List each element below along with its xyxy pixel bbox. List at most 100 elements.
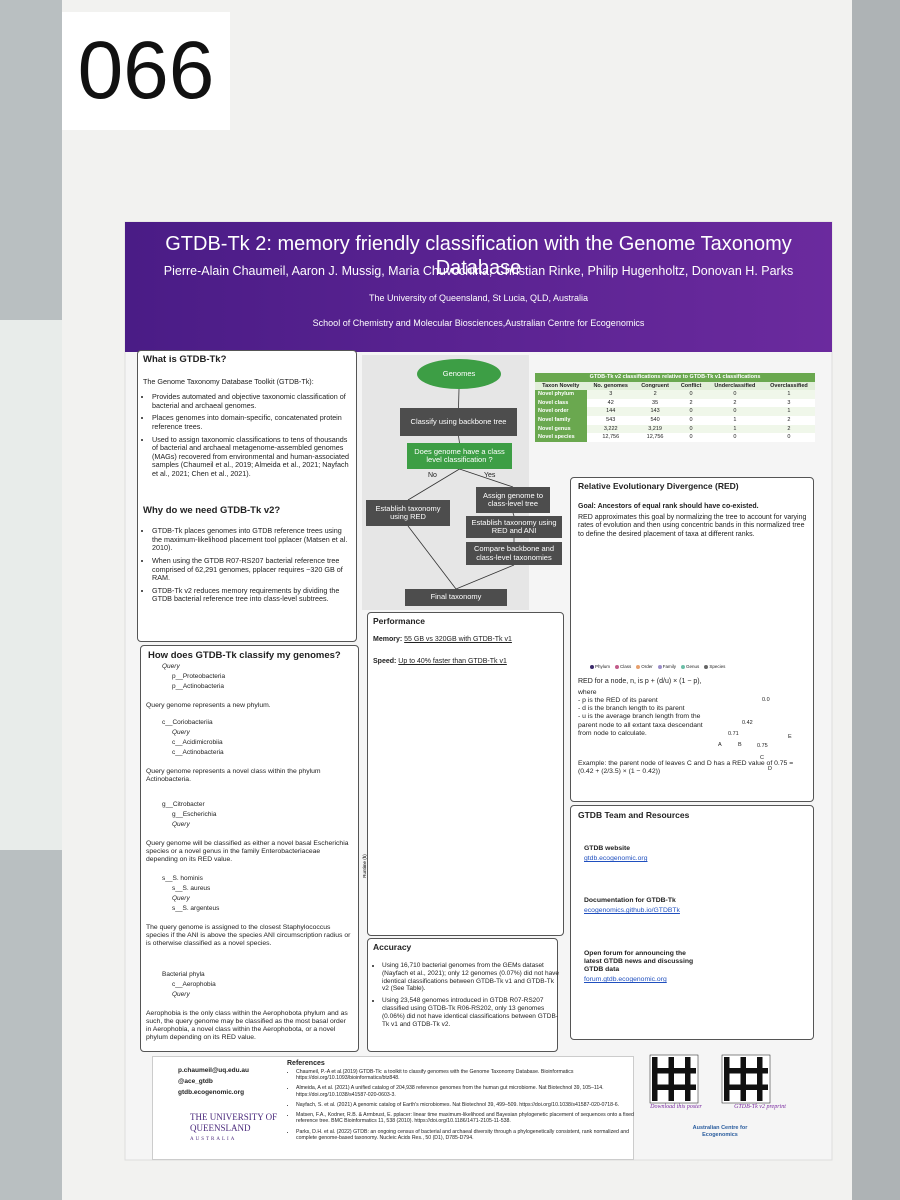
heading: Relative Evolutionary Divergence (RED): [578, 481, 739, 491]
ace-logo: Australian Centre for Ecogenomics: [692, 1125, 748, 1138]
flow-node: [400, 408, 517, 436]
table-cell: 3: [609, 391, 613, 398]
tree-label: D: [768, 766, 772, 772]
flow-label: Establish taxonomy using RED and ANI: [471, 517, 557, 535]
case-text: Query genome represents a novel class wi…: [146, 768, 321, 784]
qr-cell: [690, 1068, 696, 1074]
qr-cell: [663, 1084, 669, 1090]
qr-cell: [679, 1084, 685, 1090]
qr-cell: [735, 1068, 741, 1074]
qr-cell: [652, 1062, 658, 1068]
goal: Goal: Ancestors of equal rank should hav…: [578, 503, 759, 510]
value: Up to 40% faster than GTDB-Tk v1: [398, 658, 507, 665]
qr-cell: [740, 1068, 746, 1074]
legend-label: Species: [709, 664, 726, 669]
qr-cell: [690, 1084, 696, 1090]
label: Memory:: [373, 636, 403, 643]
table-row: Novel phylum 3 2 0 0 1: [535, 390, 815, 399]
table-cell: 35: [652, 399, 659, 406]
qr-cell: [668, 1095, 674, 1101]
tree-leaf: Bacterial phyla: [162, 971, 205, 978]
board-number: 066: [77, 25, 215, 116]
table-cell: 2: [689, 399, 693, 406]
qr-cell: [657, 1084, 663, 1090]
qr-cell: [757, 1095, 763, 1101]
flow-label: Assign genome to class-level tree: [482, 490, 544, 508]
bullet: Using 16,710 bacterial genomes from the …: [382, 962, 560, 993]
flow-edge: [458, 435, 460, 444]
flow-label: Establish taxonomy using RED: [375, 503, 441, 521]
qr-cell: [740, 1073, 746, 1079]
legend-item: Family: [657, 664, 676, 669]
qr-cell: [740, 1062, 746, 1068]
uq-name: THE UNIVERSITY OF QUEENSLAND: [190, 1112, 278, 1133]
edge-label: No: [428, 472, 437, 479]
legend-label: Order: [641, 664, 653, 669]
qr-cell: [652, 1095, 658, 1101]
case-text: Aerophobia is the only class within the …: [146, 1010, 348, 1042]
bullet: Nayfach, S. et al. (2021) A genomic cata…: [296, 1102, 636, 1108]
resource-title: Documentation for GTDB-Tk: [584, 897, 676, 904]
heading: How does GTDB-Tk classify my genomes?: [148, 650, 341, 661]
table-cell: Novel class: [535, 398, 587, 408]
uq-country: AUSTRALIA: [190, 1137, 237, 1142]
table-cell: 0: [733, 434, 737, 441]
tree-label: E: [788, 734, 792, 740]
qr-cell: [685, 1090, 691, 1096]
speed: Speed: Up to 40% faster than GTDB-Tk v1: [373, 658, 507, 666]
legend-label: Genus: [686, 664, 700, 669]
qr-cell: [668, 1057, 674, 1063]
wall: [852, 0, 900, 1200]
qr-cell: [740, 1057, 746, 1063]
legend-item: Genus: [681, 664, 699, 669]
bullet: Almeida, A et al. (2021) A unified catal…: [296, 1085, 636, 1097]
header-row: Taxon Novelty No. genomes Congruent Conflic…: [535, 381, 815, 391]
tree-leaf: s__S. aureus: [172, 885, 211, 892]
bullet: Parks, D.H. et al. (2022) GTDB: an ongoi…: [296, 1129, 636, 1141]
column-header: Conflict: [675, 381, 707, 391]
qr-cell: [668, 1079, 674, 1085]
example: Example: the parent node of leaves C and…: [578, 760, 794, 776]
legend: Phylum Class Order Family Genus Species: [590, 664, 805, 669]
table-title: GTDB-Tk v2 classifications relative to G…: [535, 373, 815, 382]
legend-swatch: [636, 664, 641, 669]
tree-leaf: Query: [172, 991, 190, 998]
table-cell: 540: [650, 416, 660, 423]
red-box: [570, 477, 814, 802]
flow-node: [417, 359, 501, 389]
legend-label: Phylum: [595, 664, 611, 669]
table-cell: 2: [787, 416, 791, 423]
tree-label: C: [760, 755, 764, 761]
where-line: - p is the RED of its parent: [578, 697, 658, 705]
legend-swatch: [615, 664, 620, 669]
qr-cell: [668, 1068, 674, 1074]
tree-leaf: Query: [172, 729, 190, 736]
tree-leaf: c__Coriobacteriia: [162, 719, 213, 726]
qr-cell: [652, 1079, 658, 1085]
tree-label: A: [718, 742, 722, 748]
table-cell: 1: [787, 391, 791, 398]
references: Chaumeil, P.-A et al.(2019) GTDB-Tk: a t…: [287, 1069, 636, 1145]
bullet: Matsen, F.A., Kodner, R.B. & Armbrust, E…: [296, 1112, 636, 1124]
qr-cell: [729, 1068, 735, 1074]
column-header: Congruent: [634, 381, 676, 391]
table-cell: 3,219: [648, 425, 662, 432]
resource-link: gtdb.ecogenomic.org: [584, 855, 648, 862]
contact: @ace_gtdb: [178, 1078, 213, 1085]
heading: Why do we need GTDB-Tk v2?: [143, 505, 281, 516]
qr-cell: [740, 1090, 746, 1096]
qr-cell: [762, 1068, 768, 1074]
memory: Memory: 55 GB vs 320GB with GTDB-Tk v1: [373, 636, 512, 644]
footer: [152, 1056, 634, 1160]
table-cell: 0: [689, 425, 693, 432]
qr-cell: [724, 1084, 730, 1090]
tree-leaf: s__S. argenteus: [172, 905, 220, 912]
tree-label: 0.0: [762, 697, 770, 703]
table-cell: 1: [733, 425, 737, 432]
bullet-list: Using 16,710 bacterial genomes from the …: [373, 962, 560, 1032]
flow-label: Classify using backbone tree: [410, 416, 507, 426]
case-text: Query genome represents a new phylum.: [146, 702, 271, 709]
qr-cell: [668, 1084, 674, 1090]
table-row: Novel class 42 35 2 2 3: [535, 398, 815, 408]
